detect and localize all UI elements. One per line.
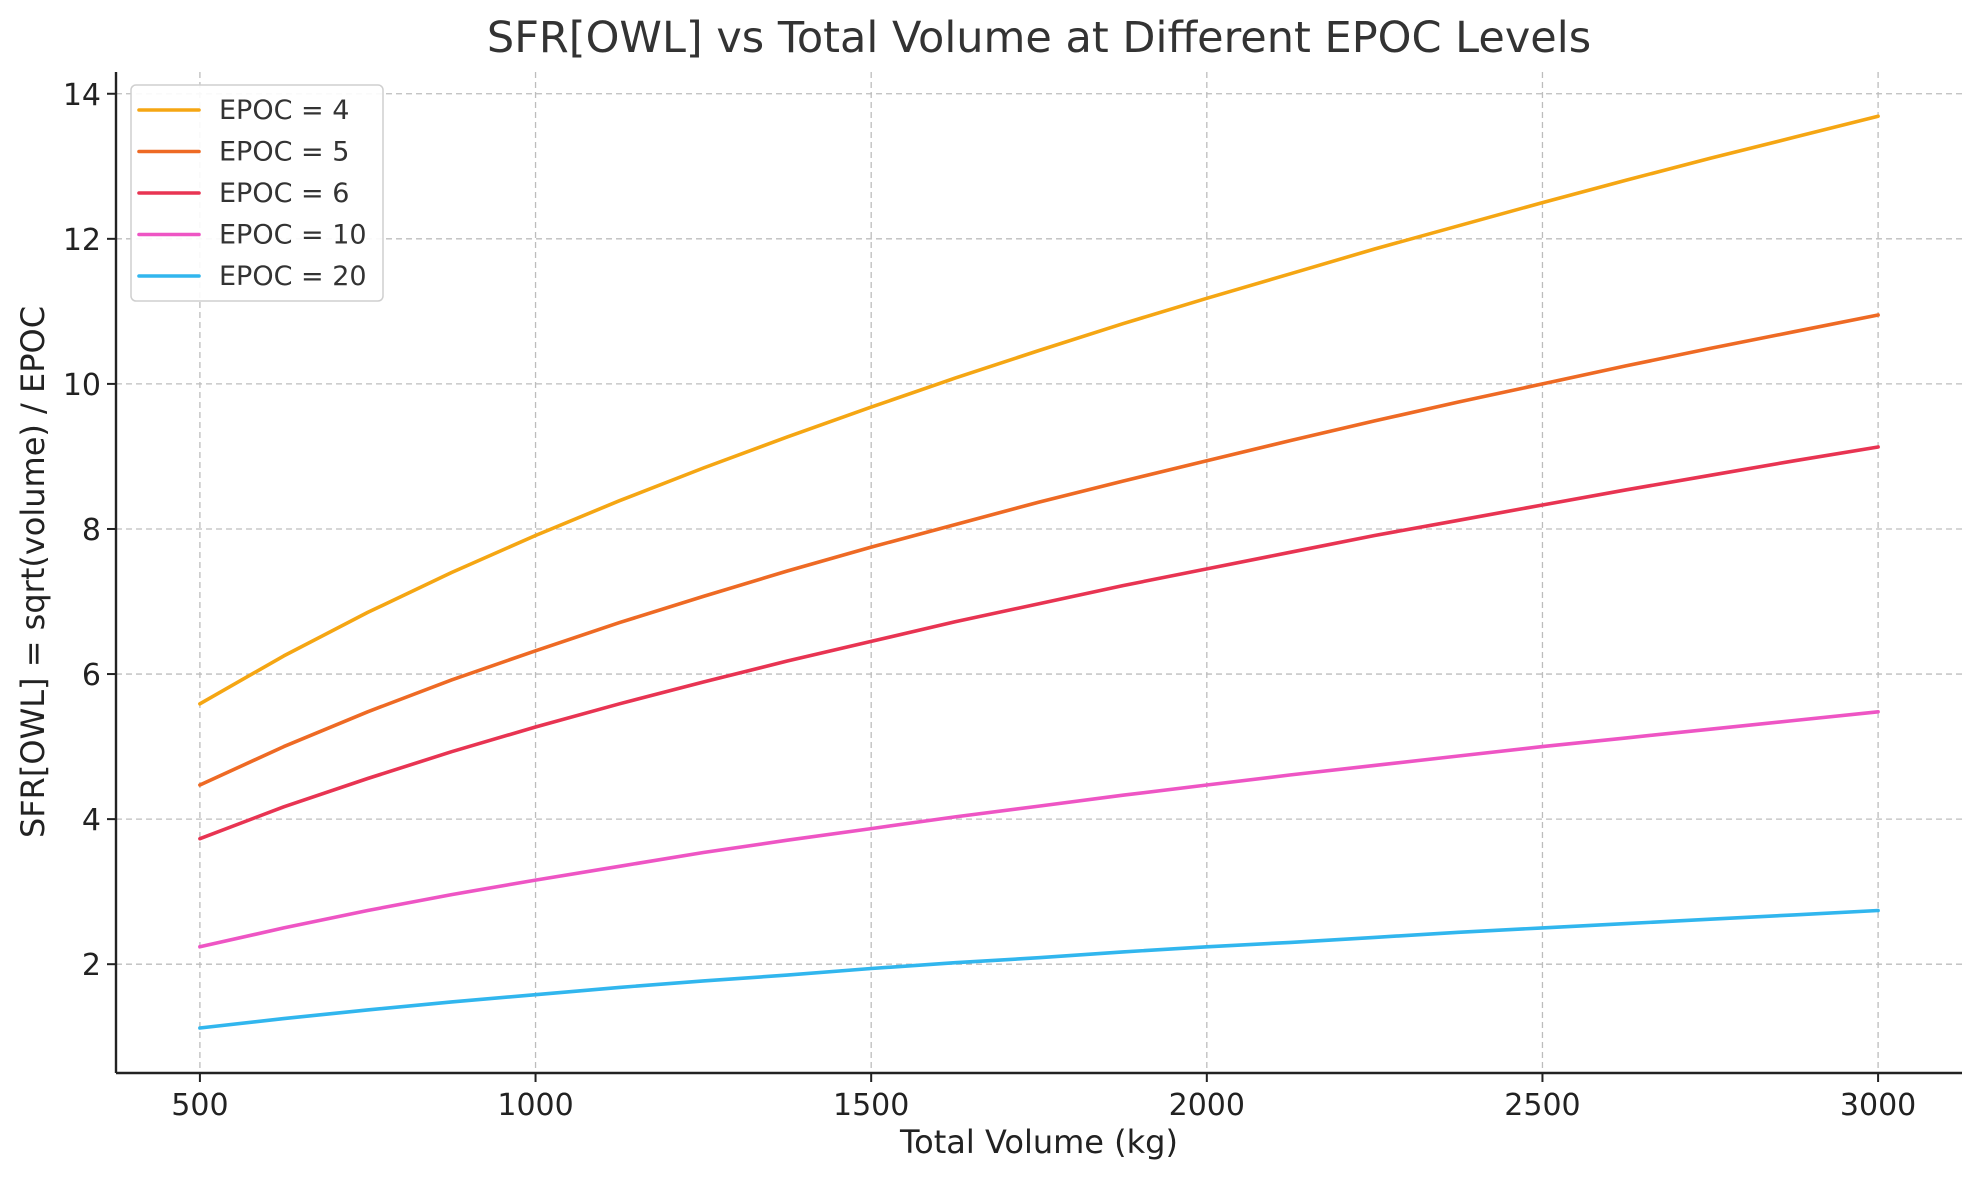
series-line-2 <box>198 313 1880 787</box>
y-tick-label: 10 <box>63 368 101 403</box>
grid-lines <box>116 72 1962 1073</box>
y-tick-label: 6 <box>82 658 101 693</box>
legend-label-3: EPOC = 6 <box>219 178 349 209</box>
x-axis-label: Total Volume (kg) <box>899 1123 1178 1161</box>
x-tick-label: 2500 <box>1504 1088 1580 1123</box>
y-axis-label: SFR[OWL] = sqrt(volume) / EPOC <box>14 306 52 838</box>
chart-title: SFR[OWL] vs Total Volume at Different EP… <box>487 13 1591 63</box>
x-tick-label: 2000 <box>1169 1088 1245 1123</box>
legend-box <box>130 84 384 302</box>
legend-label-4: EPOC = 10 <box>219 220 367 251</box>
series-layer <box>198 114 1880 1030</box>
series-line-4 <box>198 709 1880 949</box>
legend-label-5: EPOC = 20 <box>219 261 367 292</box>
y-tick-label: 4 <box>82 803 101 838</box>
series-line-1 <box>198 114 1880 706</box>
y-tick-label: 2 <box>82 948 101 983</box>
y-tick-label: 12 <box>63 223 101 258</box>
y-axis-ticks: 2 4 6 8 10 12 14 <box>63 78 116 983</box>
legend-label-1: EPOC = 4 <box>219 95 349 126</box>
x-tick-label: 3000 <box>1840 1088 1916 1123</box>
legend: EPOC = 4 EPOC = 5 EPOC = 6 EPOC = 10 EPOC = … <box>130 84 384 302</box>
y-tick-label: 8 <box>82 513 101 548</box>
legend-items: EPOC = 4 EPOC = 5 EPOC = 6 EPOC = 10 EPOC = … <box>137 95 367 292</box>
x-tick-label: 1500 <box>833 1088 909 1123</box>
x-axis-ticks: 500 1000 1500 2000 2500 3000 <box>171 1073 1916 1123</box>
series-line-5 <box>198 908 1880 1030</box>
legend-label-2: EPOC = 5 <box>219 137 349 168</box>
series-line-3 <box>198 445 1880 841</box>
x-tick-label: 500 <box>171 1088 228 1123</box>
x-tick-label: 1000 <box>497 1088 573 1123</box>
y-tick-label: 14 <box>63 78 101 113</box>
